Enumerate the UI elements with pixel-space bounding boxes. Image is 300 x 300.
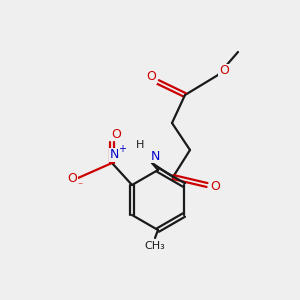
Text: N: N — [109, 148, 119, 161]
Text: CH₃: CH₃ — [145, 241, 165, 251]
Text: O: O — [210, 181, 220, 194]
Text: O: O — [67, 172, 77, 184]
Text: H: H — [136, 140, 144, 150]
Text: ⁻: ⁻ — [77, 181, 83, 191]
Text: +: + — [118, 144, 126, 154]
Text: O: O — [111, 128, 121, 140]
Text: N: N — [150, 149, 160, 163]
Text: O: O — [219, 64, 229, 77]
Text: O: O — [146, 70, 156, 83]
